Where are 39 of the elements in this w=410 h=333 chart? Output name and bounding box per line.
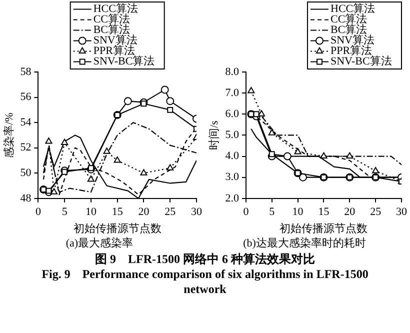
text: (b)达最大感染率时的耗时	[243, 236, 366, 250]
caption: Fig. 9 Performance comparison of six algorithms in LFR-1500 network	[40, 267, 370, 297]
legend-label: SNV-BC算法	[93, 54, 155, 68]
x-tick-label: 10	[85, 206, 97, 218]
x-axis-title: 初始传播源节点数	[73, 222, 162, 236]
y-tick-label: 50	[20, 167, 32, 180]
x-tick-label: 5	[269, 206, 276, 218]
caption: 图 9 LFR-1500 网络中 6 种算法效果对比	[94, 252, 316, 267]
x-tick-label: 10	[292, 206, 304, 218]
y-tick-label: 2.0	[225, 192, 240, 204]
y-tick-label: 6.0	[225, 108, 240, 120]
text: (a)最大感染率	[66, 236, 134, 250]
y-tick-label: 48	[20, 192, 32, 204]
y-tick-label: 8.0	[225, 66, 240, 78]
x-tick-label: 15	[318, 206, 330, 218]
y-axis-title: 感染率/%	[2, 112, 16, 158]
x-tick-label: 15	[112, 206, 124, 218]
y-tick-label: 5.0	[225, 129, 240, 142]
x-tick-label: 20	[138, 206, 150, 218]
legend-label: PPR算法	[330, 44, 372, 58]
x-tick-label: 0	[35, 206, 42, 218]
x-tick-label: 20	[344, 206, 356, 218]
y-tick-label: 7.0	[225, 86, 240, 99]
legend-label: SNV-BC算法	[330, 54, 392, 68]
x-tick-label: 30	[191, 206, 202, 218]
x-tick-label: 5	[62, 206, 68, 218]
y-axis-title: 时间/s	[207, 120, 220, 150]
legend-label: PPR算法	[93, 44, 135, 58]
y-tick-label: 56	[20, 91, 32, 104]
x-tick-label: 30	[396, 206, 408, 218]
y-tick-label: 4.0	[225, 150, 240, 162]
y-tick-label: 54	[20, 116, 32, 128]
x-tick-label: 25	[164, 206, 176, 218]
x-axis-title: 初始传播源节点数	[280, 222, 368, 236]
x-tick-label: 0	[243, 206, 250, 218]
x-tick-label: 25	[370, 206, 382, 218]
y-tick-label: 3.0	[225, 171, 240, 184]
y-tick-label: 52	[20, 142, 32, 154]
y-tick-label: 58	[20, 66, 32, 78]
